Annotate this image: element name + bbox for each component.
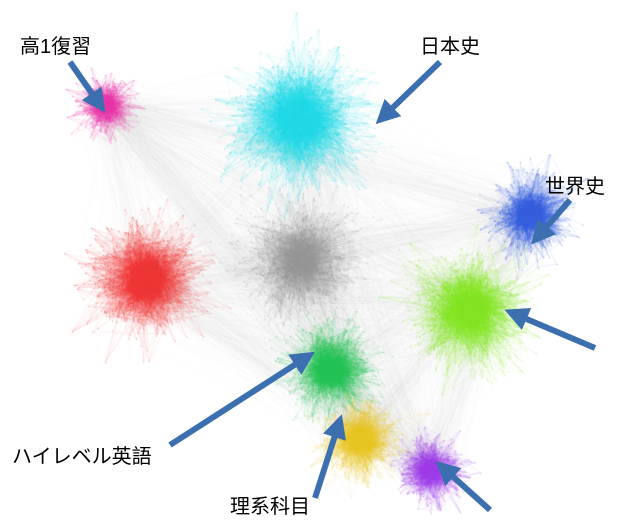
arrow-sci <box>315 420 340 498</box>
arrow-purarr <box>440 465 490 510</box>
label-whist: 世界史 <box>545 170 605 199</box>
arrow-jphist <box>380 62 440 120</box>
arrow-eng <box>170 355 310 445</box>
arrow-whist <box>535 200 570 240</box>
arrow-ko1 <box>70 62 102 108</box>
label-sci: 理系科目 <box>230 490 310 519</box>
label-eng: ハイレベル英語 <box>12 440 152 469</box>
label-ko1: 高1復習 <box>20 30 91 59</box>
arrow-limearr <box>510 312 595 348</box>
label-jphist: 日本史 <box>420 30 480 59</box>
